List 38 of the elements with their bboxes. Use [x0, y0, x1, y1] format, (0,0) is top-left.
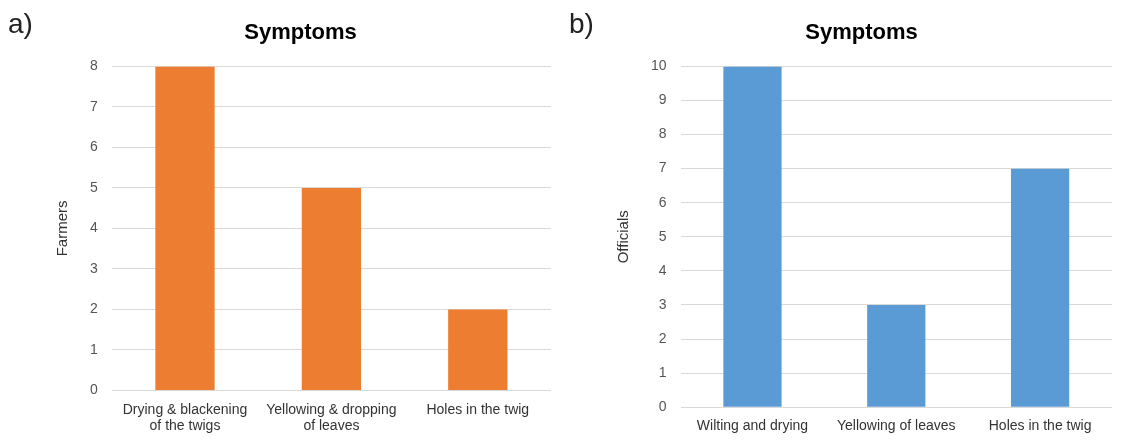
- y-tick-label: 4: [89, 219, 98, 236]
- y-tick-label: 8: [658, 125, 667, 142]
- bar: [448, 309, 508, 390]
- y-tick-label: 7: [658, 159, 667, 176]
- y-tick-label: 5: [89, 178, 98, 195]
- chart-title: Symptoms: [244, 19, 357, 45]
- x-tick-label: Wilting and drying: [696, 417, 809, 434]
- y-tick-label: 1: [658, 363, 667, 380]
- chart-title: Symptoms: [805, 19, 918, 45]
- y-tick-label: 7: [89, 97, 98, 114]
- y-tick-label: 0: [658, 398, 667, 415]
- x-tick-label: Yellowing & dropping of leaves: [266, 400, 397, 434]
- x-tick-label: Holes in the twig: [426, 400, 530, 417]
- y-tick-label: 2: [89, 300, 98, 317]
- y-tick-label: 0: [89, 381, 98, 398]
- bar: [301, 187, 362, 390]
- y-tick-label: 5: [658, 227, 667, 244]
- y-tick-label: 9: [658, 91, 667, 108]
- text: a): [8, 8, 33, 40]
- y-tick-label: 8: [89, 57, 98, 74]
- y-axis-title: Farmers: [53, 200, 71, 257]
- y-tick-label: 3: [658, 295, 667, 312]
- y-tick-label: 6: [89, 138, 98, 155]
- x-tick-label: Yellowing of leaves: [837, 417, 956, 434]
- y-tick-label: 6: [658, 193, 667, 210]
- y-tick-label: 1: [89, 340, 98, 357]
- y-tick-label: 3: [89, 259, 98, 276]
- bar: [1010, 168, 1070, 407]
- y-tick-label: 10: [650, 57, 667, 74]
- text: b): [569, 8, 594, 40]
- x-tick-label: Holes in the twig: [988, 417, 1092, 434]
- bar: [723, 66, 782, 407]
- y-tick-label: 4: [658, 261, 667, 278]
- bar: [867, 304, 926, 407]
- y-tick-label: 2: [658, 329, 667, 346]
- y-axis-title: Officials: [614, 210, 632, 264]
- x-tick-label: Drying & blackening of the twigs: [122, 400, 248, 434]
- bar: [155, 66, 215, 390]
